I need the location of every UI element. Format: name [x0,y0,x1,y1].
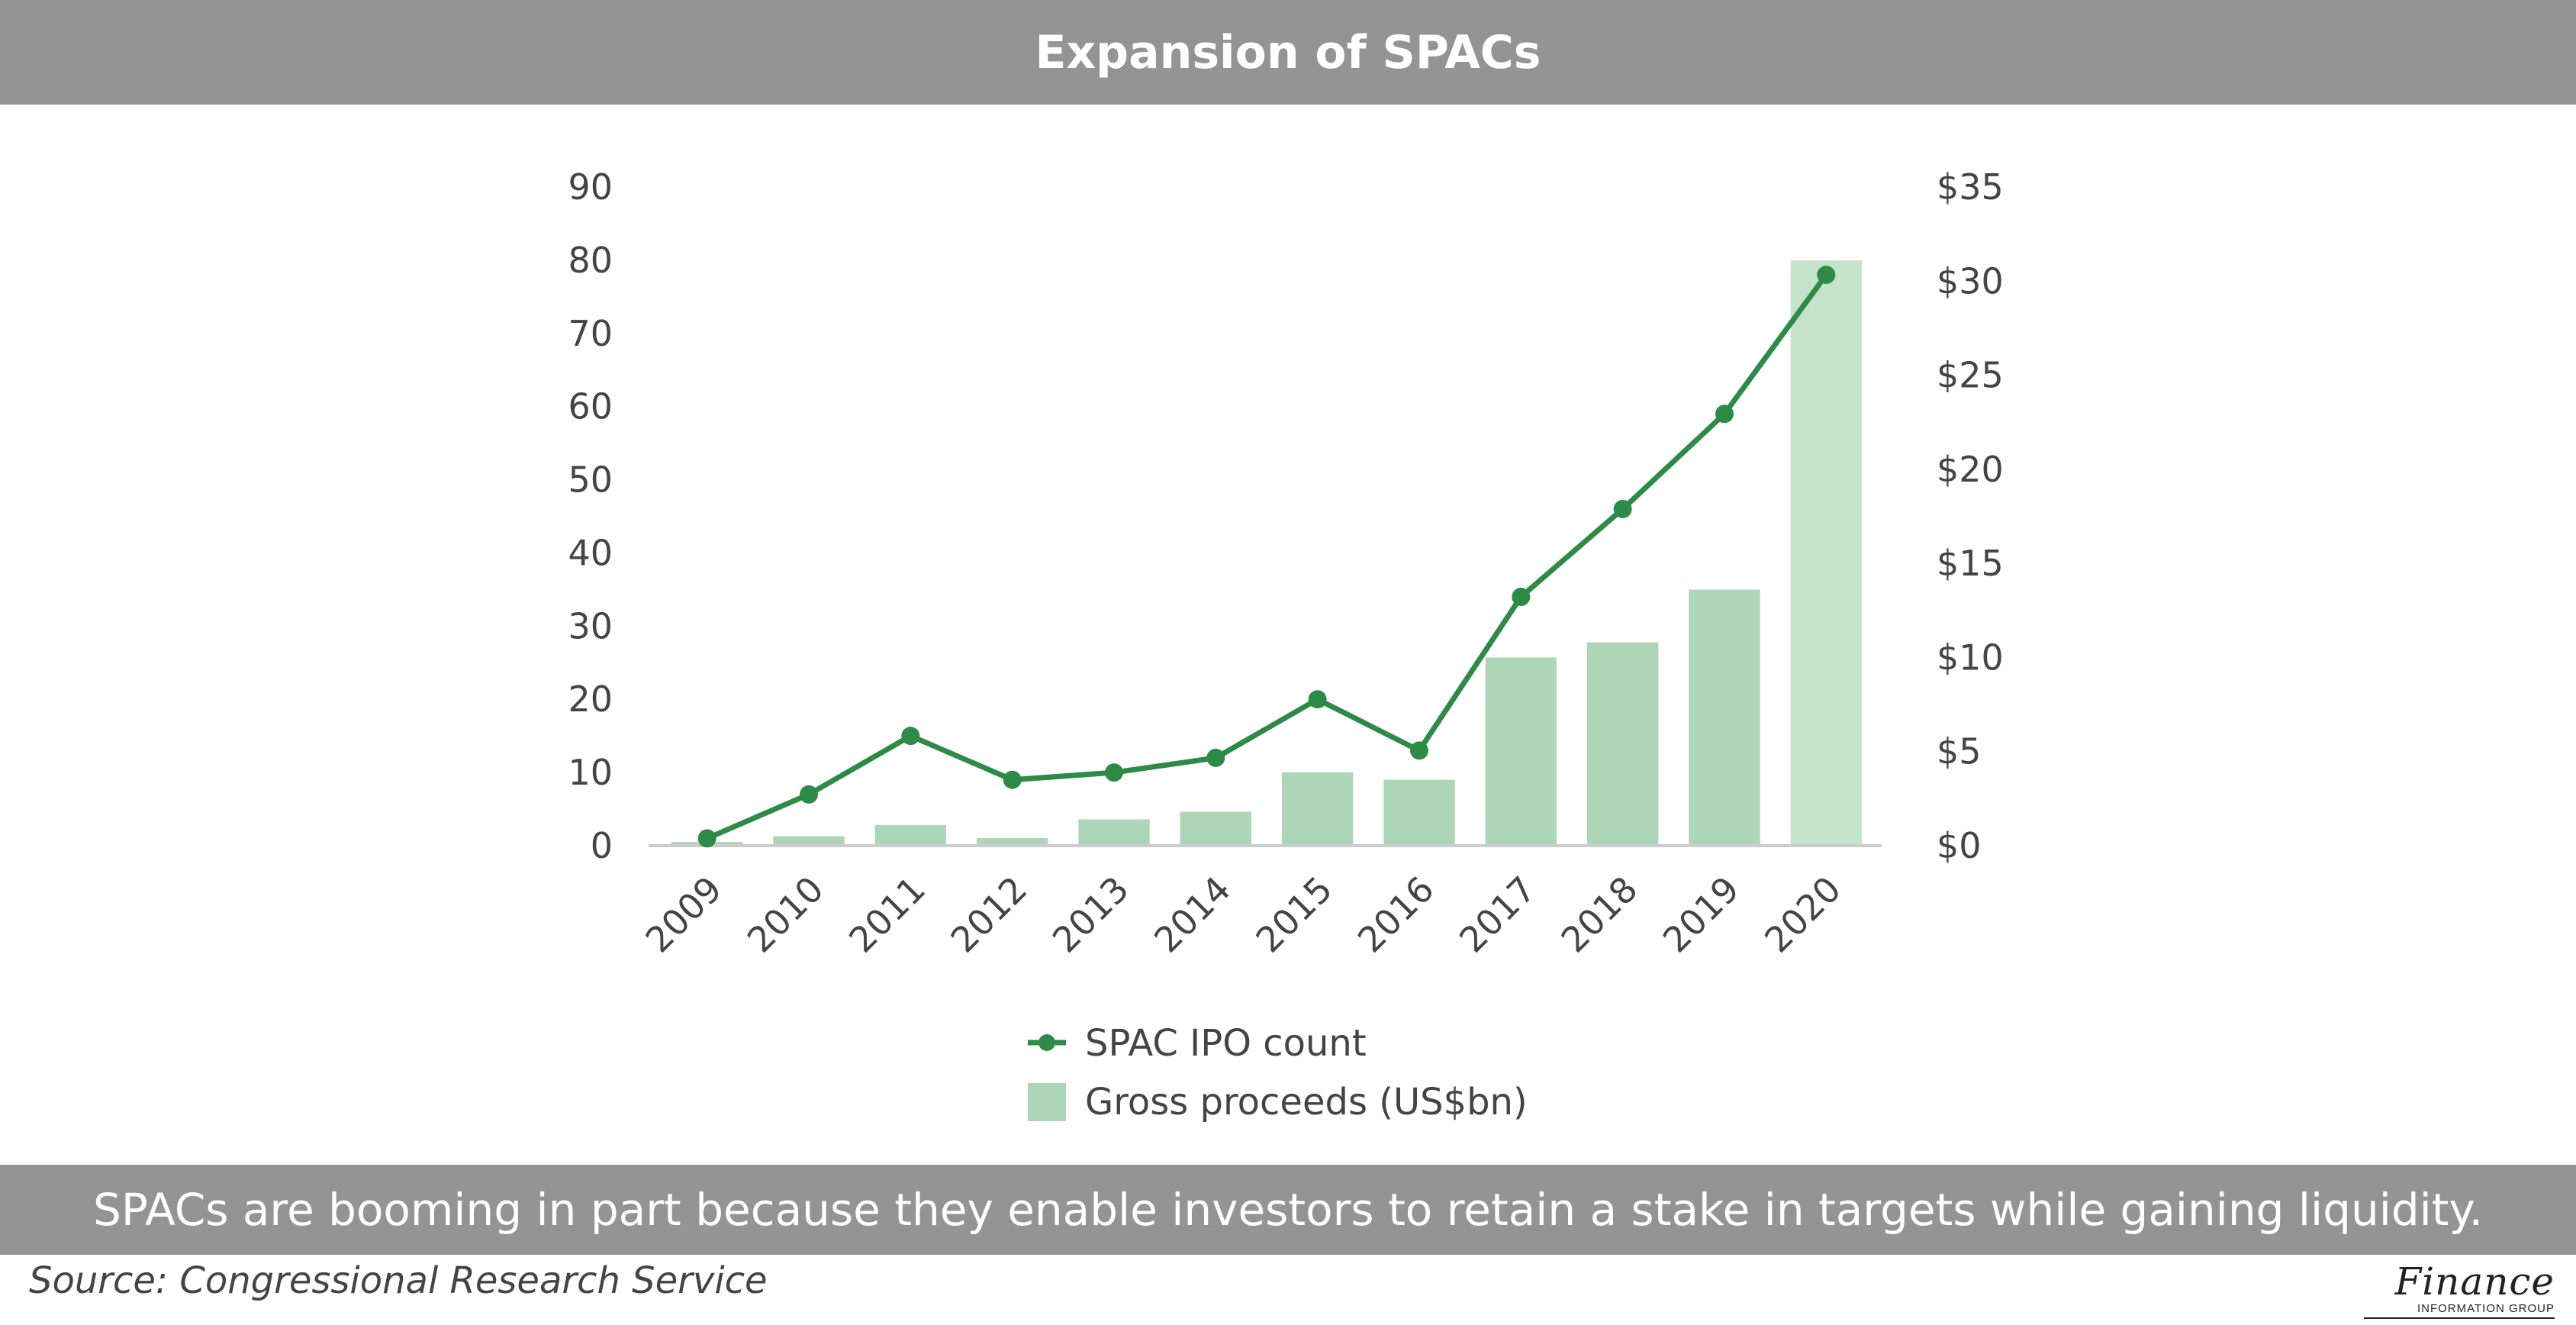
legend-label-ipo-count: SPAC IPO count [1085,1022,1367,1065]
point-2018 [1613,499,1632,518]
x-tick-label: 2019 [1655,869,1747,961]
right-tick-label: $5 [1937,731,1982,772]
left-tick-label: 50 [568,459,613,501]
bar-2018 [1587,642,1659,846]
bar-2010 [773,836,845,846]
point-2009 [697,829,716,848]
point-2019 [1715,405,1734,424]
right-axis: $0 $5 $10 $15 $20 $25 $30 $35 [1937,166,2004,866]
left-tick-label: 0 [591,825,613,866]
left-axis: 0 10 20 30 40 50 60 70 80 90 [568,166,613,866]
point-2015 [1308,690,1327,709]
left-tick-label: 10 [568,752,613,793]
x-tick-label: 2015 [1248,869,1340,961]
right-tick-label: $10 [1937,637,2004,678]
publisher-logo: Finance INFORMATION GROUP [2349,1259,2555,1320]
legend-line-marker [1038,1034,1055,1051]
x-tick-label: 2017 [1451,869,1544,961]
right-tick-label: $20 [1937,449,2004,490]
caption-text: SPACs are booming in part because they e… [93,1184,2483,1236]
title-banner: Expansion of SPACs [0,0,2576,105]
point-2012 [1003,770,1022,789]
x-tick-label: 2013 [1045,869,1137,961]
point-2020 [1817,266,1836,285]
chart-title: Expansion of SPACs [1035,25,1541,79]
point-2011 [901,727,920,746]
bar-2013 [1078,819,1150,846]
right-tick-label: $15 [1937,543,2004,584]
legend-label-gross-proceeds: Gross proceeds (US$bn) [1085,1081,1528,1124]
x-tick-label: 2011 [841,869,933,961]
x-tick-label: 2009 [637,869,729,961]
right-tick-label: $0 [1937,825,1982,866]
bar-2014 [1180,811,1251,846]
left-tick-label: 70 [568,313,613,354]
right-tick-label: $25 [1937,355,2004,396]
bar-2017 [1485,657,1557,846]
legend-bar-swatch [1028,1083,1066,1121]
source-note: Source: Congressional Research Service [29,1259,768,1302]
x-tick-label: 2016 [1350,869,1442,961]
bar-2015 [1282,772,1354,846]
caption-banner: SPACs are booming in part because they e… [0,1165,2576,1255]
x-tick-label: 2014 [1146,869,1238,961]
bar-2019 [1689,589,1760,846]
bar-series [671,260,1862,846]
point-2010 [800,785,818,804]
point-2017 [1512,587,1531,606]
point-2013 [1105,763,1123,782]
line-series [697,266,1836,848]
x-tick-label: 2018 [1553,869,1645,961]
point-2016 [1410,741,1428,760]
bar-2011 [874,824,946,846]
point-2014 [1206,748,1225,767]
left-tick-label: 80 [568,240,613,281]
right-tick-label: $30 [1937,260,2004,301]
bar-2012 [977,838,1048,846]
left-tick-label: 60 [568,386,613,427]
ipo-count-line [704,272,1829,841]
logo-underline [2364,1317,2555,1319]
x-tick-label: 2012 [942,869,1035,961]
x-axis: 2009 2010 2011 2012 2013 2014 2015 2016 2017 2018… [637,869,1849,961]
left-tick-label: 40 [568,532,613,573]
x-tick-label: 2010 [739,869,832,961]
left-tick-label: 20 [568,679,613,720]
bar-2020 [1790,260,1862,846]
bar-2016 [1383,779,1455,846]
x-tick-label: 2020 [1757,869,1849,961]
left-tick-label: 90 [568,166,613,208]
left-tick-label: 30 [568,605,613,646]
legend: SPAC IPO count Gross proceeds (US$bn) [1028,1022,1528,1124]
right-tick-label: $35 [1937,166,2004,208]
logo-wordmark: Finance [2394,1259,2555,1304]
logo-tagline: INFORMATION GROUP [2417,1302,2555,1315]
